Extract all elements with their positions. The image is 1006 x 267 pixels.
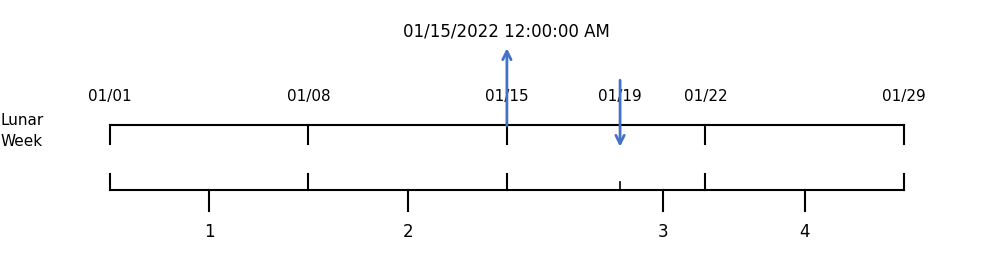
Text: Lunar
Week: Lunar Week bbox=[1, 113, 44, 149]
Text: 01/15: 01/15 bbox=[485, 89, 529, 104]
Text: 01/01: 01/01 bbox=[89, 89, 132, 104]
Text: 3: 3 bbox=[658, 223, 668, 241]
Text: 01/08: 01/08 bbox=[287, 89, 330, 104]
Text: 01/22: 01/22 bbox=[684, 89, 727, 104]
Text: 4: 4 bbox=[800, 223, 810, 241]
Text: 01/15/2022 12:00:00 AM: 01/15/2022 12:00:00 AM bbox=[403, 22, 611, 40]
Text: 01/19: 01/19 bbox=[599, 89, 642, 104]
Text: 2: 2 bbox=[402, 223, 412, 241]
Text: 01/29: 01/29 bbox=[882, 89, 926, 104]
Text: 1: 1 bbox=[204, 223, 214, 241]
